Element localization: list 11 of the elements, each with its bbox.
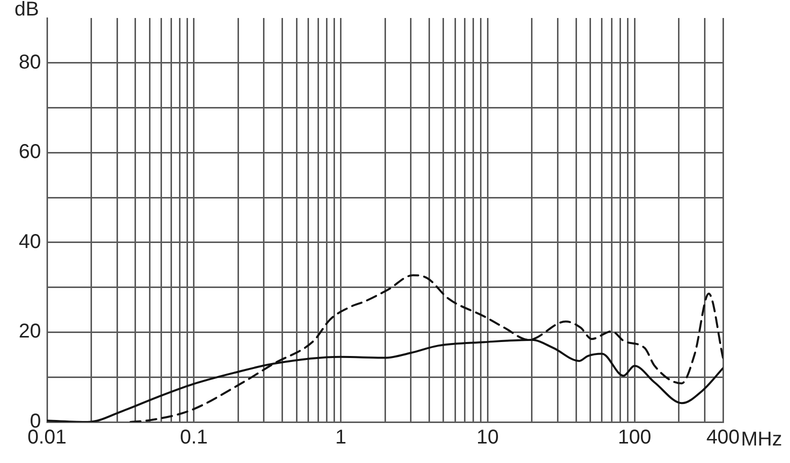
y-tick-label: 60 bbox=[18, 141, 41, 164]
y-tick-label: 20 bbox=[18, 320, 41, 343]
x-tick-label: 0.1 bbox=[180, 426, 208, 449]
x-tick-label: 1 bbox=[335, 426, 346, 449]
x-tick-label: 400 bbox=[706, 426, 740, 449]
x-tick-label: 100 bbox=[618, 426, 652, 449]
y-tick-label: 40 bbox=[18, 230, 41, 253]
x-axis-title: MHz bbox=[741, 428, 782, 451]
y-tick-label: 80 bbox=[18, 51, 41, 74]
x-tick-label: 10 bbox=[476, 426, 499, 449]
y-axis-title: dB bbox=[14, 0, 39, 21]
